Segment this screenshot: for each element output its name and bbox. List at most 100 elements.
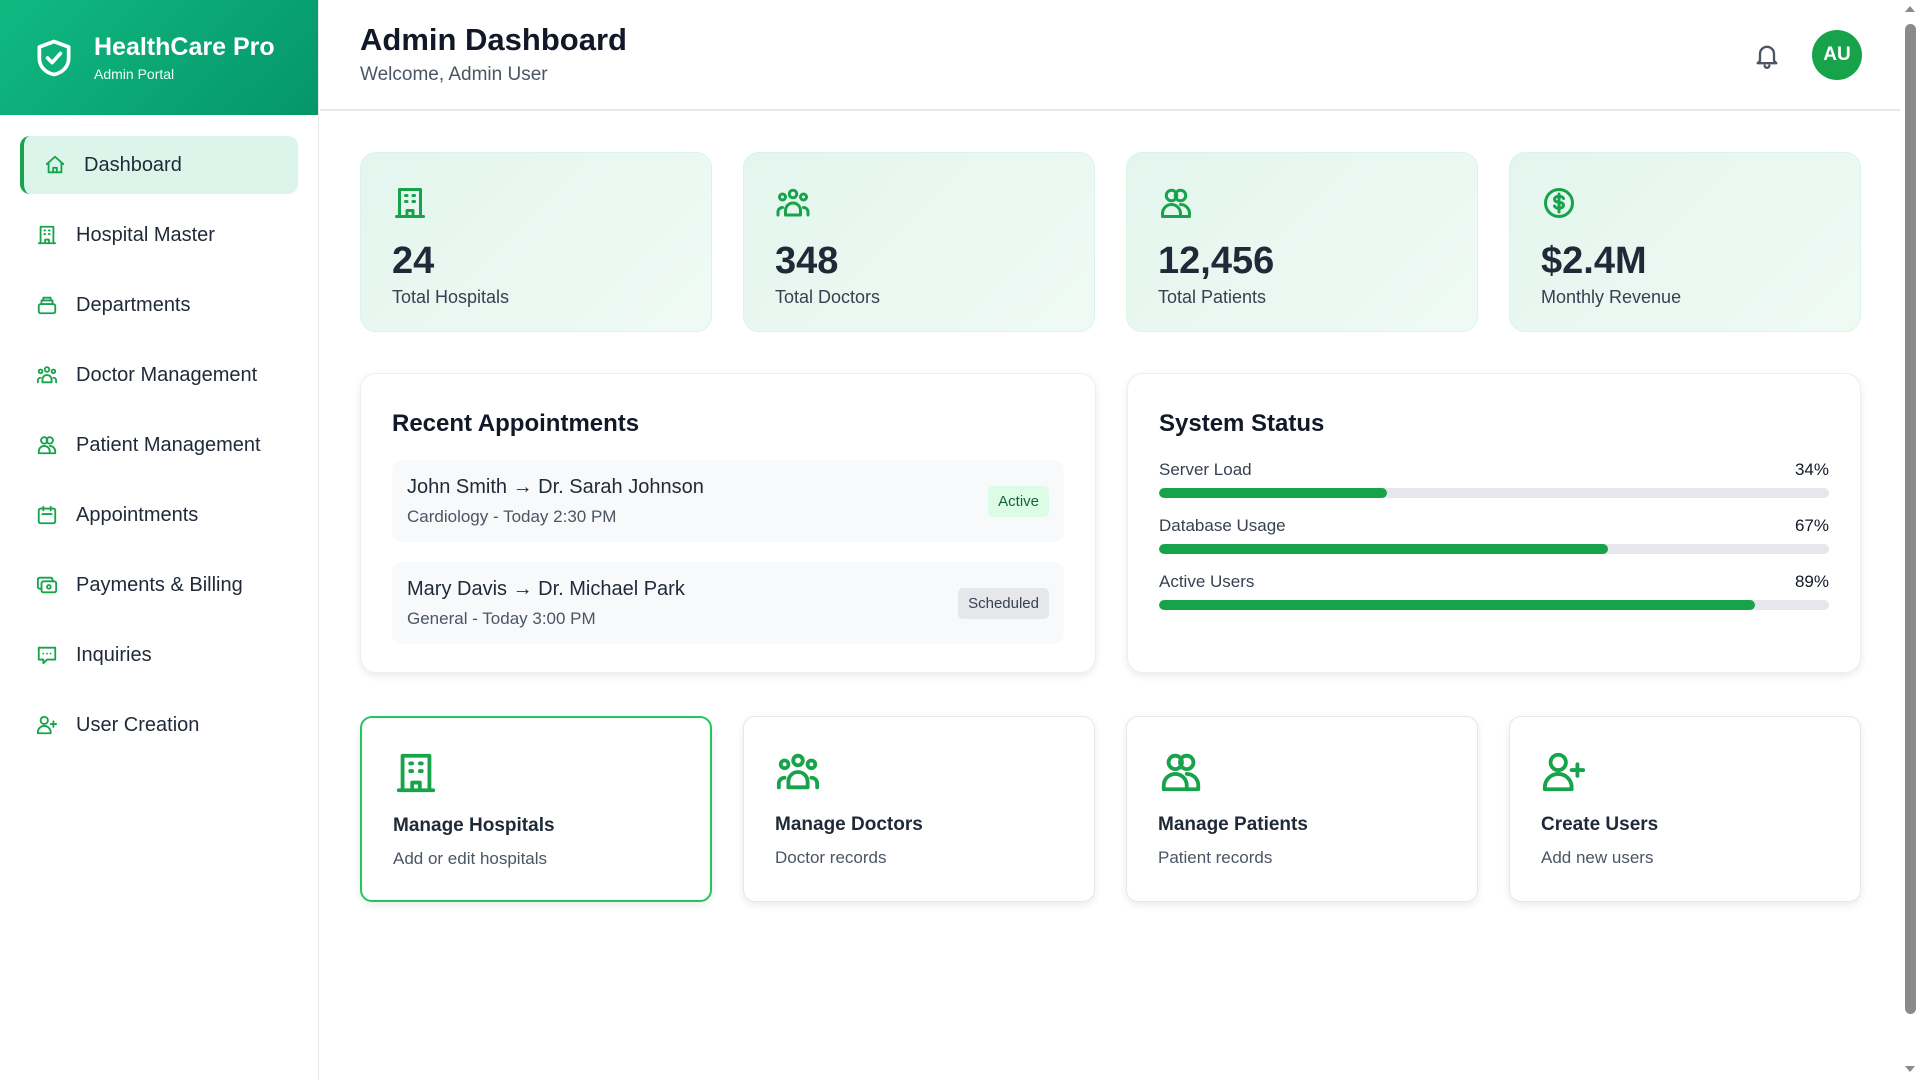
create-users-card[interactable]: Create Users Add new users (1509, 716, 1861, 902)
recent-appointments-panel: Recent Appointments John Smith → Dr. Sar… (360, 373, 1096, 673)
stat-card-hospitals: 24 Total Hospitals (360, 152, 712, 332)
bell-icon[interactable] (1753, 41, 1781, 69)
sidebar-item-label: Patient Management (76, 433, 261, 456)
stat-value: 348 (775, 240, 839, 282)
status-row-active-users: Active Users 89% (1159, 572, 1829, 610)
appointment-name: John Smith → Dr. Sarah Johnson (407, 475, 704, 498)
stat-value: 12,456 (1158, 240, 1275, 282)
status-row-server-load: Server Load 34% (1159, 460, 1829, 498)
users-icon (37, 436, 57, 455)
progress-fill (1159, 600, 1756, 610)
action-subtitle: Doctor records (775, 848, 887, 867)
action-subtitle: Add new users (1541, 848, 1654, 867)
action-subtitle: Patient records (1158, 848, 1273, 867)
appointment-name: Mary Davis → Dr. Michael Park (407, 577, 685, 600)
appointment-detail: Cardiology - Today 2:30 PM (407, 506, 617, 526)
scroll-up-arrow-icon[interactable] (1905, 6, 1915, 12)
departments-icon (37, 296, 57, 315)
stat-value: $2.4M (1541, 240, 1647, 282)
progress-bar (1159, 488, 1829, 498)
appointment-item[interactable]: John Smith → Dr. Sarah Johnson Cardiolog… (392, 460, 1064, 542)
status-value: 34% (1794, 460, 1829, 479)
progress-fill (1159, 544, 1608, 554)
users-icon (1161, 188, 1191, 218)
page-header: Admin Dashboard Welcome, Admin User AU (320, 0, 1900, 111)
building-icon (37, 225, 57, 245)
status-label: Server Load (1159, 460, 1252, 479)
sidebar: HealthCare Pro Admin Portal Dashboard Ho… (0, 0, 319, 1080)
stat-value: 24 (392, 240, 435, 282)
scroll-down-arrow-icon[interactable] (1905, 1066, 1915, 1072)
stat-label: Monthly Revenue (1541, 287, 1682, 307)
sidebar-item-hospital-master[interactable]: Hospital Master (20, 206, 298, 264)
stat-label: Total Hospitals (392, 287, 510, 307)
page-title: Admin Dashboard (360, 22, 627, 57)
sidebar-item-label: Hospital Master (76, 223, 215, 246)
sidebar-item-label: Appointments (76, 503, 199, 526)
action-title: Manage Doctors (775, 814, 923, 835)
sidebar-item-label: Doctor Management (76, 363, 258, 386)
system-status-panel: System Status Server Load 34% Database Us… (1127, 373, 1861, 673)
scrollbar[interactable] (1900, 0, 1920, 1080)
sidebar-item-inquiries[interactable]: Inquiries (20, 626, 298, 684)
stat-card-patients: 12,456 Total Patients (1126, 152, 1478, 332)
action-subtitle: Add or edit hospitals (393, 849, 548, 868)
sidebar-item-appointments[interactable]: Appointments (20, 486, 298, 544)
sidebar-item-user-creation[interactable]: User Creation (20, 696, 298, 754)
shield-check-icon (37, 39, 71, 76)
dollar-icon (1544, 188, 1574, 218)
user-plus-icon (1542, 752, 1586, 792)
status-badge: Scheduled (958, 587, 1049, 619)
user-plus-icon (36, 715, 58, 735)
quick-actions: Manage Hospitals Add or edit hospitals M… (360, 716, 1861, 902)
brand-title: HealthCare Pro (94, 33, 275, 61)
sidebar-item-payments-billing[interactable]: Payments & Billing (20, 556, 298, 614)
sidebar-item-label: Departments (76, 293, 191, 316)
sidebar-item-label: Inquiries (76, 643, 152, 666)
users-group-icon (36, 366, 58, 384)
calendar-icon (37, 505, 57, 525)
status-label: Database Usage (1159, 516, 1286, 535)
panel-title: Recent Appointments (392, 410, 640, 437)
sidebar-item-doctor-management[interactable]: Doctor Management (20, 346, 298, 404)
users-group-icon (776, 753, 820, 790)
stat-card-revenue: $2.4M Monthly Revenue (1509, 152, 1861, 332)
action-title: Manage Patients (1158, 814, 1308, 835)
sidebar-item-patient-management[interactable]: Patient Management (20, 416, 298, 474)
progress-bar (1159, 544, 1829, 554)
sidebar-item-label: Dashboard (84, 153, 182, 176)
users-group-icon (776, 188, 810, 217)
status-label: Active Users (1159, 572, 1255, 591)
appointment-item[interactable]: Mary Davis → Dr. Michael Park General - … (392, 562, 1064, 644)
stat-label: Total Patients (1158, 287, 1267, 307)
avatar[interactable]: AU (1812, 30, 1862, 80)
status-row-database-usage: Database Usage 67% (1159, 516, 1829, 554)
sidebar-item-label: Payments & Billing (76, 573, 243, 596)
panel-title: System Status (1159, 410, 1325, 437)
manage-doctors-card[interactable]: Manage Doctors Doctor records (743, 716, 1095, 902)
status-value: 67% (1794, 516, 1829, 535)
stat-card-doctors: 348 Total Doctors (743, 152, 1095, 332)
scrollbar-thumb[interactable] (1905, 24, 1916, 1014)
sidebar-item-dashboard[interactable]: Dashboard (20, 136, 298, 194)
progress-fill (1159, 488, 1387, 498)
sidebar-nav: Dashboard Hospital Master Departments Do… (0, 136, 319, 766)
status-value: 89% (1794, 572, 1829, 591)
building-icon (396, 753, 436, 793)
status-badge: Active (988, 485, 1049, 517)
sidebar-item-label: User Creation (76, 713, 200, 736)
brand-header: HealthCare Pro Admin Portal (0, 0, 318, 115)
home-icon (45, 155, 65, 174)
stat-label: Total Doctors (775, 287, 881, 307)
action-title: Manage Hospitals (393, 815, 555, 836)
welcome-text: Welcome, Admin User (360, 64, 548, 85)
sidebar-item-departments[interactable]: Departments (20, 276, 298, 334)
building-icon (395, 188, 425, 218)
users-icon (1161, 753, 1201, 792)
cash-icon (36, 576, 58, 594)
stats-row: 24 Total Hospitals 348 Total Doctors 12,… (360, 152, 1861, 332)
action-title: Create Users (1541, 814, 1659, 835)
manage-patients-card[interactable]: Manage Patients Patient records (1126, 716, 1478, 902)
manage-hospitals-card[interactable]: Manage Hospitals Add or edit hospitals (360, 716, 712, 902)
progress-bar (1159, 600, 1829, 610)
